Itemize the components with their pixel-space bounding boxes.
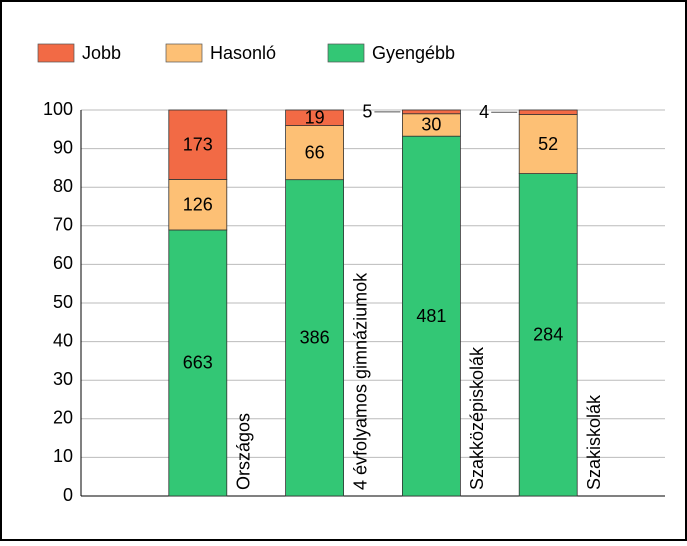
bar-segment: [401, 135, 461, 497]
y-tick-label: 60: [53, 253, 73, 273]
data-label: 52: [538, 134, 558, 154]
bar-segment: [518, 114, 578, 174]
data-label: 19: [305, 108, 325, 128]
data-label: 66: [305, 142, 325, 162]
x-tick-label: Szakközépiskolák: [467, 346, 487, 490]
data-label: 126: [183, 194, 213, 214]
y-tick-label: 50: [53, 292, 73, 312]
bar-segment: [168, 179, 228, 231]
y-tick-label: 70: [53, 215, 73, 235]
data-label: 173: [183, 134, 213, 154]
x-tick-label: Országos: [234, 413, 254, 490]
bar-segment: [285, 125, 345, 181]
y-tick-label: 80: [53, 176, 73, 196]
data-label: 4: [479, 102, 489, 122]
bar-segment: [168, 229, 228, 497]
bar-segment: [518, 109, 578, 115]
y-tick-label: 0: [63, 485, 73, 505]
data-label: 284: [533, 325, 563, 345]
y-tick-label: 30: [53, 369, 73, 389]
bar-segment: [518, 173, 578, 497]
data-label: 386: [300, 328, 330, 348]
legend-label: Gyengébb: [372, 43, 455, 63]
legend-label: Hasonló: [210, 43, 276, 63]
bar-segment: [401, 109, 461, 115]
x-tick-label: Szakiskolák: [584, 394, 604, 490]
y-tick-label: 20: [53, 408, 73, 428]
legend-swatch: [165, 43, 203, 63]
x-tick-label: 4 évfolyamos gimnáziumok: [350, 272, 370, 490]
bar-segment: [285, 179, 345, 497]
data-label: 30: [421, 115, 441, 135]
y-tick-label: 40: [53, 330, 73, 350]
y-tick-label: 10: [53, 446, 73, 466]
data-label: 5: [362, 102, 372, 122]
y-tick-label: 90: [53, 137, 73, 157]
legend-swatch: [37, 43, 75, 63]
legend-label: Jobb: [82, 43, 121, 63]
y-tick-label: 100: [43, 99, 73, 119]
legend-swatch: [327, 43, 365, 63]
bar-segment: [168, 109, 228, 180]
bar-segment: [285, 109, 345, 126]
data-label: 663: [183, 353, 213, 373]
data-label: 481: [416, 306, 446, 326]
